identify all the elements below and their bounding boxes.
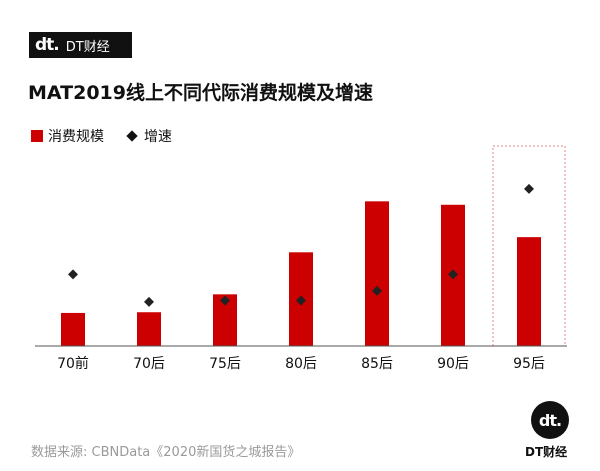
chart-title: MAT2019线上不同代际消费规模及增速 <box>28 82 373 104</box>
brand-logo: dt. <box>35 35 60 55</box>
growth-marker <box>68 269 78 280</box>
growth-marker <box>524 183 534 194</box>
source-note: 数据来源: CBNData《2020新国货之城报告》 <box>31 445 301 460</box>
growth-marker <box>372 285 382 296</box>
brand-name: DT财经 <box>65 39 110 55</box>
legend-bar-swatch <box>31 130 43 142</box>
corner-logo-mark: dt. <box>538 410 562 430</box>
legend-label-volume: 消费规模 <box>48 129 104 145</box>
bar <box>137 312 161 346</box>
x-tick-label: 80后 <box>285 356 317 372</box>
corner-brand-name: DT财经 <box>525 445 568 459</box>
x-tick-label: 85后 <box>361 356 393 372</box>
growth-marker <box>220 295 230 306</box>
legend-item-volume: 消费规模 <box>31 126 104 146</box>
bar <box>61 312 85 346</box>
growth-marker <box>296 295 306 306</box>
growth-marker <box>144 296 154 307</box>
chart-legend: 消费规模 增速 <box>31 126 194 146</box>
legend-item-growth: 增速 <box>126 126 172 146</box>
bar <box>517 237 541 346</box>
x-tick-label: 90后 <box>437 356 469 372</box>
brand-badge: dt. DT财经 <box>29 32 132 58</box>
legend-label-growth: 增速 <box>144 129 172 145</box>
x-tick-label: 70前 <box>57 355 89 372</box>
x-tick-label: 95后 <box>513 356 545 372</box>
x-tick-label: 75后 <box>209 356 241 372</box>
x-tick-label: 70后 <box>133 356 165 372</box>
bar <box>365 201 389 346</box>
corner-brand-logo: dt. <box>531 401 569 439</box>
growth-marker <box>448 269 458 280</box>
